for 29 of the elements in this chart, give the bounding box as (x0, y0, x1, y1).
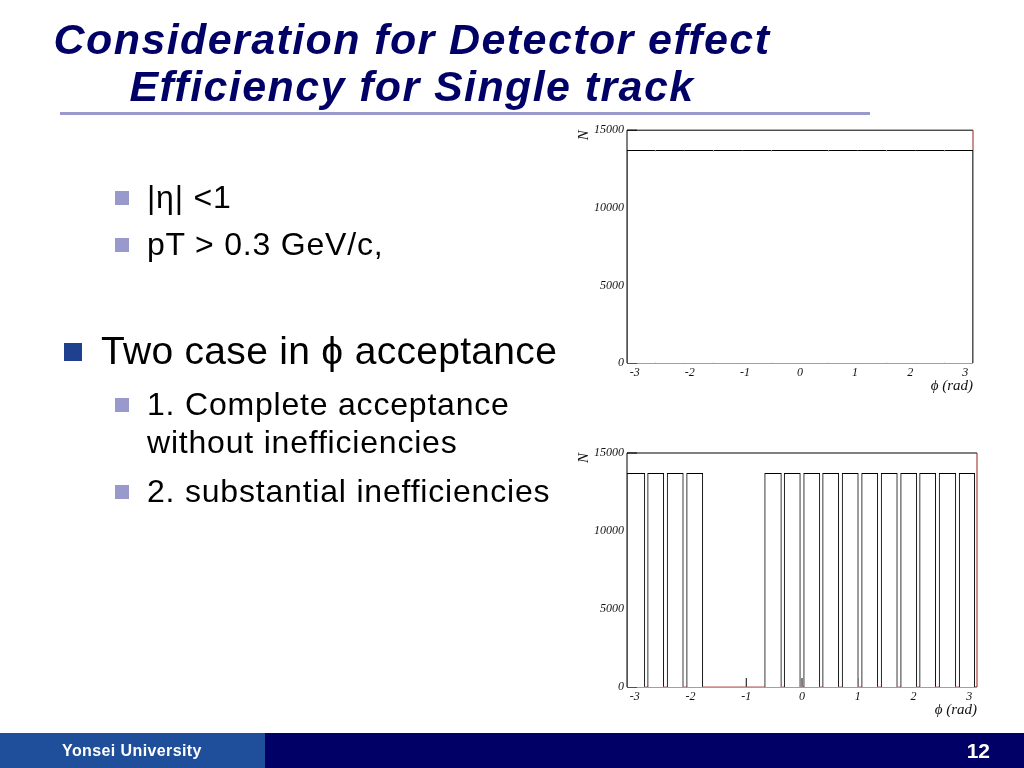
x-tick-label: 2 (910, 689, 917, 704)
y-axis-title: N (574, 452, 591, 465)
text: pT > 0.3 GeV/c, (147, 226, 384, 262)
x-tick-label: -1 (741, 689, 752, 704)
y-tick-label: 0 (618, 679, 624, 694)
x-tick-label: 2 (907, 365, 914, 380)
x-tick-label: -2 (684, 365, 695, 380)
x-tick-label: -3 (629, 689, 640, 704)
y-axis-title: N (574, 129, 591, 142)
y-tick-label: 0 (618, 355, 624, 370)
x-tick-label: -1 (739, 365, 750, 380)
x-tick-label: 1 (854, 689, 861, 704)
y-tick-label: 10000 (594, 199, 624, 214)
y-tick-label: 15000 (594, 445, 624, 460)
y-tick-label: 5000 (600, 601, 624, 616)
y-tick-label: 5000 (600, 277, 624, 292)
x-tick-label: -3 (629, 365, 640, 380)
text: Consideration for Detector effect Efficiency for Single track (52, 15, 772, 110)
footer-strip: Yonsei University 12 (0, 733, 1024, 768)
x-tick-label: 1 (852, 365, 859, 380)
y-tick-label: 15000 (594, 122, 624, 137)
text: Two case in ϕ acceptance (101, 329, 558, 372)
x-tick-label: 0 (797, 365, 803, 380)
text: 1. Complete acceptance without inefficiencies (147, 386, 510, 460)
text: |η| <1 (147, 179, 232, 215)
text: 2. substantial inefficiencies (147, 473, 551, 509)
x-tick-label: 0 (799, 689, 805, 704)
x-tick-label: -2 (685, 689, 696, 704)
y-tick-label: 10000 (594, 523, 624, 538)
